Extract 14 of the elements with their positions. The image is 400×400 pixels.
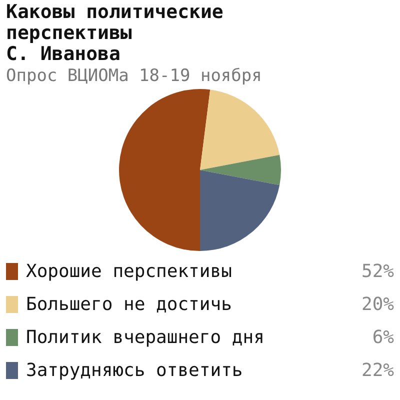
chart-title: Каковы политические перспективы С. Иванова — [5, 0, 224, 65]
data-label: 52% — [361, 261, 395, 282]
legend-label: Большего не достичь — [26, 294, 233, 315]
legend-label: Затрудняюсь ответить — [26, 360, 244, 381]
pie-slice — [200, 90, 280, 170]
pie-slice — [200, 170, 280, 251]
data-label: 6% — [372, 327, 395, 348]
data-label: 20% — [361, 294, 395, 315]
chart-subtitle: Опрос ВЦИОМа 18-19 ноября — [5, 65, 263, 87]
legend-label: Политик вчерашнего дня — [26, 327, 266, 348]
pie-slice — [200, 154, 281, 186]
legend-label: Хорошие перспективы — [26, 261, 233, 282]
pie-slice — [119, 89, 210, 251]
data-label: 22% — [361, 360, 395, 381]
